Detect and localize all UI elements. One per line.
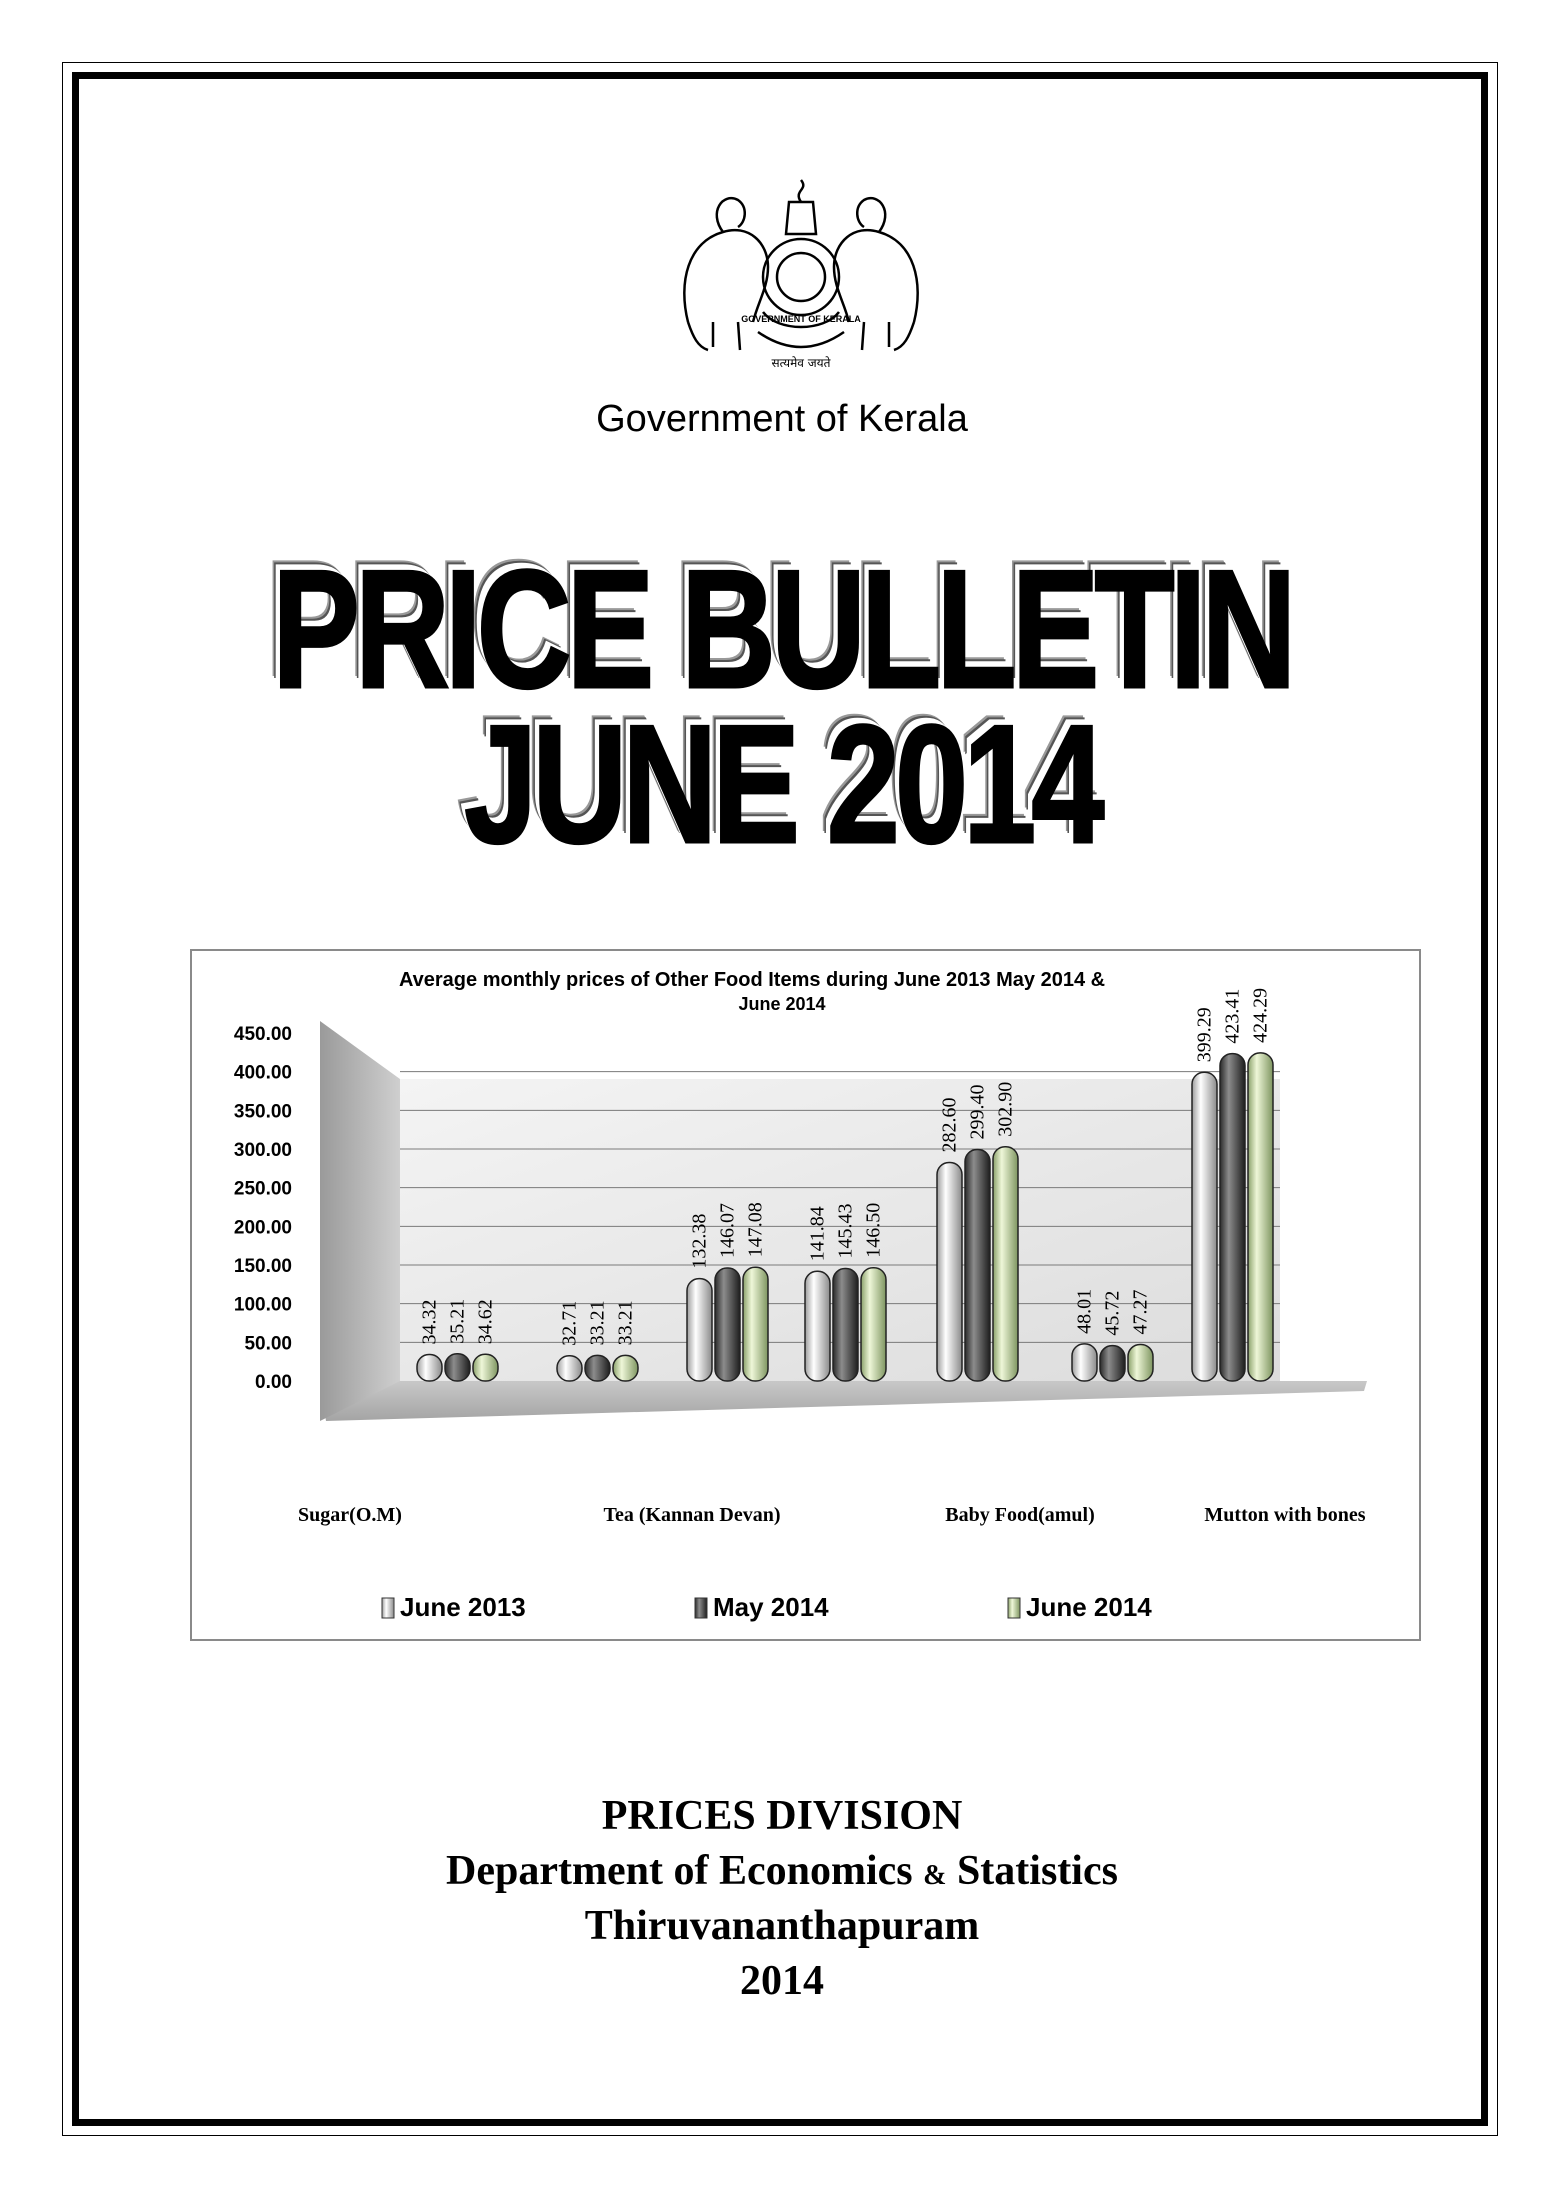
chart-title: Average monthly prices of Other Food Ite… — [399, 969, 1105, 991]
bar-data-label: 34.32 — [419, 1299, 441, 1344]
city-name: Thiruvananthapuram — [584, 1903, 980, 1949]
bar-data-label: 282.60 — [939, 1097, 961, 1152]
bar-data-label: 141.84 — [807, 1206, 829, 1261]
bulletin-month-title: JUNE 2014 — [463, 690, 1105, 878]
emblem-ring-text: GOVERNMENT OF KERALA — [741, 314, 861, 324]
x-category-label: Sugar(O.M) — [298, 1504, 402, 1526]
price-chart: 450.00 400.00 350.00 300.00 250.00 200.00 150.… — [190, 949, 1421, 1641]
bar-data-label: 33.21 — [615, 1300, 637, 1345]
department-ampersand: & — [923, 1860, 947, 1891]
y-tick-label: 100.00 — [234, 1295, 292, 1316]
x-category-label: Mutton with bones — [1204, 1504, 1365, 1526]
y-tick-label: 50.00 — [244, 1333, 292, 1354]
chart-bar — [1071, 1343, 1098, 1382]
chart-bar — [1127, 1343, 1154, 1382]
bar-data-label: 34.62 — [475, 1299, 497, 1344]
government-heading: Government of Kerala — [596, 398, 968, 440]
legend-swatch — [381, 1597, 395, 1619]
legend-label: June 2013 — [400, 1592, 526, 1622]
bar-data-label: 146.07 — [717, 1203, 739, 1258]
publication-year: 2014 — [740, 1958, 824, 2004]
division-name: PRICES DIVISION — [601, 1793, 963, 1839]
y-tick-label: 0.00 — [255, 1372, 292, 1393]
outer-page-border — [62, 62, 1498, 2136]
chart-bar — [964, 1148, 991, 1382]
chart-bar — [860, 1266, 887, 1382]
bar-data-label: 302.90 — [995, 1082, 1017, 1137]
bar-data-label: 146.50 — [863, 1203, 885, 1258]
legend-swatch — [694, 1597, 708, 1619]
y-tick-label: 450.00 — [234, 1024, 292, 1045]
department-name-part2: Statistics — [946, 1848, 1118, 1894]
chart-floor — [320, 1381, 1367, 1421]
y-tick-label: 350.00 — [234, 1101, 292, 1122]
x-category-label: Tea (Kannan Devan) — [603, 1504, 780, 1526]
bar-data-label: 399.29 — [1194, 1007, 1216, 1062]
bulletin-title: PRICE BULLETIN — [271, 535, 1297, 723]
chart-bar — [992, 1146, 1019, 1382]
chart-bar — [804, 1270, 831, 1382]
chart-side-wall — [320, 1021, 400, 1421]
chart-bar — [1219, 1052, 1246, 1382]
legend-label: May 2014 — [713, 1592, 829, 1622]
chart-bar — [936, 1161, 963, 1382]
legend-swatch — [1007, 1597, 1021, 1619]
chart-bar — [832, 1267, 859, 1382]
chart-bar — [1191, 1071, 1218, 1382]
chart-bar — [742, 1266, 769, 1382]
y-tick-label: 300.00 — [234, 1140, 292, 1161]
bar-data-label: 48.01 — [1074, 1289, 1096, 1334]
bar-data-label: 424.29 — [1250, 988, 1272, 1043]
bar-data-label: 423.41 — [1222, 989, 1244, 1044]
chart-bar — [1099, 1344, 1126, 1382]
bar-data-label: 32.71 — [559, 1301, 581, 1346]
chart-bar — [472, 1353, 499, 1382]
y-tick-label: 200.00 — [234, 1217, 292, 1238]
bar-data-label: 45.72 — [1102, 1291, 1124, 1336]
chart-bar — [686, 1277, 713, 1382]
chart-bar — [612, 1354, 639, 1382]
chart-bar — [714, 1267, 741, 1382]
bar-data-label: 132.38 — [689, 1214, 711, 1269]
chart-bar — [416, 1353, 443, 1382]
bar-data-label: 33.21 — [587, 1300, 609, 1345]
chart-bar — [1247, 1052, 1274, 1382]
x-category-label: Baby Food(amul) — [945, 1504, 1094, 1526]
bar-data-label: 299.40 — [967, 1084, 989, 1139]
department-name: Department of Economics & Statistics — [0, 1847, 1564, 1895]
chart-bar — [584, 1354, 611, 1382]
legend-label: June 2014 — [1026, 1592, 1152, 1622]
y-tick-label: 150.00 — [234, 1256, 292, 1277]
kerala-emblem-logo: GOVERNMENT OF KERALA सत्यमेव जयते — [683, 179, 919, 370]
chart-bar — [556, 1354, 583, 1382]
y-tick-label: 400.00 — [234, 1063, 292, 1084]
emblem-motto: सत्यमेव जयते — [772, 356, 832, 370]
bar-data-label: 145.43 — [835, 1204, 857, 1259]
chart-bar — [444, 1353, 471, 1382]
y-tick-label: 250.00 — [234, 1179, 292, 1200]
bar-data-label: 47.27 — [1130, 1289, 1152, 1334]
inner-page-border — [72, 72, 1488, 2126]
chart-title-line2: June 2014 — [738, 994, 825, 1014]
bar-data-label: 35.21 — [447, 1299, 469, 1344]
department-name-part1: Department of Economics — [446, 1848, 924, 1894]
bar-data-label: 147.08 — [745, 1202, 767, 1257]
